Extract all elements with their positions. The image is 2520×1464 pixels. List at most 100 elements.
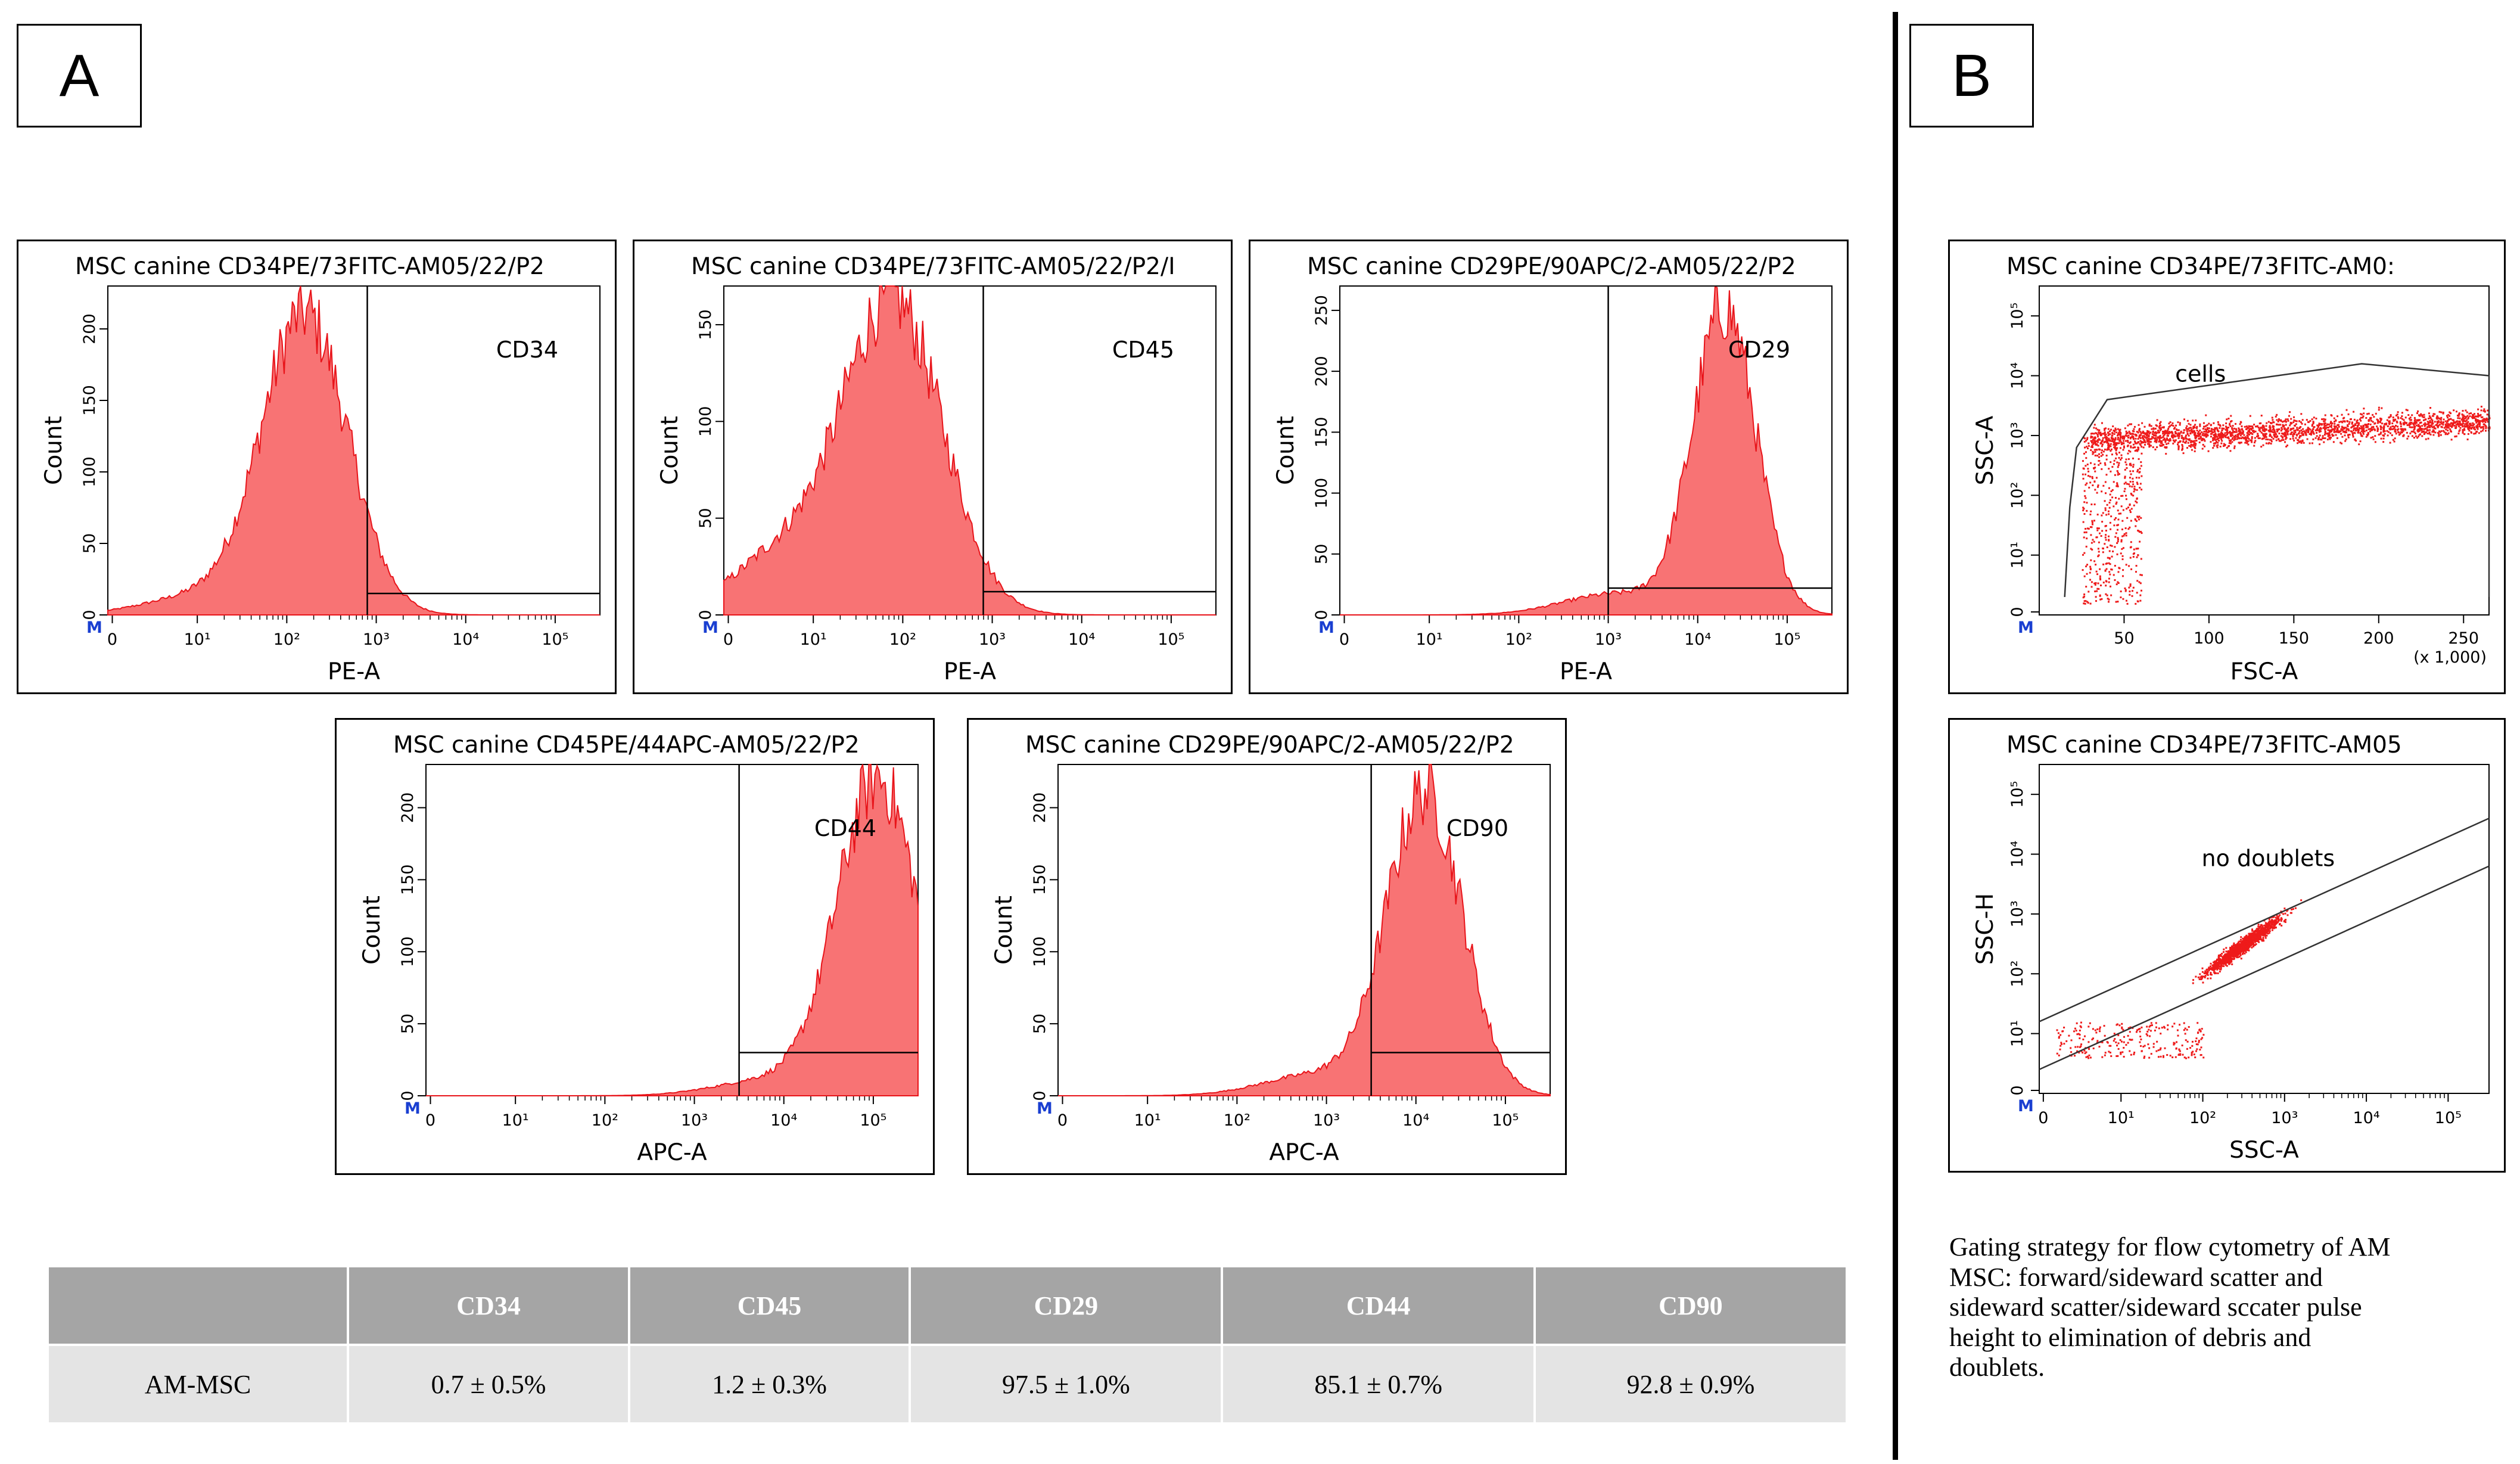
scatter-point	[2068, 1034, 2070, 1037]
scatter-point	[2251, 940, 2254, 943]
scatter-point	[2095, 443, 2097, 446]
scatter-point	[2084, 495, 2086, 498]
scatter-point	[2284, 419, 2286, 422]
scatter-point	[2182, 440, 2185, 443]
scatter-point	[2214, 442, 2217, 445]
scatter-point	[2117, 571, 2120, 573]
scatter-point	[2113, 439, 2115, 441]
scatter-point	[2117, 524, 2119, 526]
scatter-point	[2450, 422, 2453, 424]
y-axis-label: SSC-H	[1972, 893, 1999, 965]
scatter-point	[2376, 427, 2379, 430]
scatter-point	[2238, 430, 2240, 432]
scatter-point	[2133, 1051, 2136, 1053]
scatter-point	[2188, 1026, 2190, 1028]
scatter-point	[2313, 432, 2315, 434]
scatter-point	[2438, 411, 2441, 413]
scatter-point	[2208, 422, 2210, 425]
scatter-point	[2449, 411, 2451, 414]
scatter-point	[2255, 943, 2257, 946]
scatter-point	[2220, 438, 2223, 440]
scatter-point	[2254, 442, 2256, 444]
scatter-point	[2132, 436, 2135, 438]
scatter-point	[2176, 434, 2179, 436]
scatter-point	[2156, 1040, 2158, 1043]
scatter-point	[2201, 447, 2204, 450]
scatter-point	[2247, 945, 2250, 947]
scatter-point	[2367, 428, 2370, 430]
scatter-point	[2282, 913, 2285, 915]
scatter-point	[2269, 928, 2271, 930]
scatter-point	[2294, 907, 2297, 909]
scatter-point	[2110, 443, 2112, 445]
scatter-point	[2462, 420, 2464, 422]
scatter-point	[2444, 433, 2447, 436]
scatter-point	[2091, 444, 2093, 446]
scatter-point	[2154, 432, 2156, 434]
scatter-point	[2140, 441, 2142, 443]
scatter-point	[2402, 428, 2404, 430]
scatter-point	[2090, 442, 2093, 444]
scatter-point	[2442, 424, 2444, 426]
scatter-point	[2247, 437, 2249, 439]
scatter-point	[2276, 428, 2278, 431]
scatter-point	[2397, 425, 2399, 428]
scatter-point	[2413, 425, 2416, 427]
scatter-point	[2341, 425, 2343, 428]
scatter-point	[2413, 437, 2415, 439]
scatter-point	[2265, 436, 2267, 439]
scatter-point	[2183, 1029, 2185, 1031]
scatter-point	[2318, 431, 2320, 433]
scatter-point	[2095, 564, 2097, 566]
scatter-point	[2219, 965, 2222, 968]
scatter-point	[2370, 426, 2373, 428]
scatter-point	[2123, 534, 2125, 537]
scatter-point	[2471, 426, 2474, 428]
scatter-point	[2461, 418, 2463, 420]
scatter-point	[2219, 953, 2222, 956]
scatter-point	[2169, 1055, 2171, 1057]
scatter-point	[2338, 431, 2340, 434]
scatter-point	[2194, 1056, 2197, 1059]
scatter-point	[2135, 477, 2138, 479]
scatter-point	[2256, 937, 2258, 939]
scatter-point	[2083, 1035, 2086, 1037]
scatter-point	[2122, 547, 2124, 549]
scatter-point	[2134, 450, 2136, 452]
scatter-point	[2419, 425, 2421, 428]
scatter-point	[2216, 966, 2219, 968]
scatter-point	[2148, 432, 2151, 434]
scatter-point	[2316, 424, 2319, 427]
scatter-point	[2154, 448, 2157, 450]
scatter-point	[2090, 440, 2092, 442]
scatter-point	[2126, 508, 2128, 510]
scatter-point	[2104, 1034, 2106, 1037]
scatter-point	[2261, 427, 2263, 430]
scatter-point	[2343, 430, 2345, 433]
scatter-point	[2116, 470, 2118, 473]
scatter-point	[2114, 446, 2116, 448]
scatter-point	[2446, 425, 2449, 427]
scatter-point	[2227, 418, 2230, 420]
scatter-point	[2096, 428, 2099, 431]
scatter-point	[2201, 437, 2204, 440]
scatter-point	[2106, 546, 2108, 548]
scatter-point	[2146, 1025, 2148, 1028]
scatter-point	[2263, 425, 2265, 427]
scatter-point	[2129, 1050, 2131, 1052]
table-header-cell: CD45	[630, 1267, 909, 1344]
scatter-point	[2312, 438, 2314, 440]
chart-title: MSC canine CD34PE/73FITC-AM05	[2006, 732, 2402, 759]
scatter-point	[2438, 434, 2440, 437]
scatter-point	[2434, 421, 2436, 423]
scatter-point	[2182, 432, 2185, 434]
scatter-point	[2393, 420, 2395, 422]
scatter-point	[2231, 949, 2233, 952]
scatter-point	[2093, 560, 2096, 562]
scatter-point	[2140, 465, 2142, 467]
scatter-point	[2282, 437, 2284, 439]
scatter-point	[2279, 914, 2281, 916]
scatter-point	[2241, 947, 2244, 949]
scatter-point	[2432, 434, 2435, 436]
scatter-point	[2294, 419, 2297, 422]
